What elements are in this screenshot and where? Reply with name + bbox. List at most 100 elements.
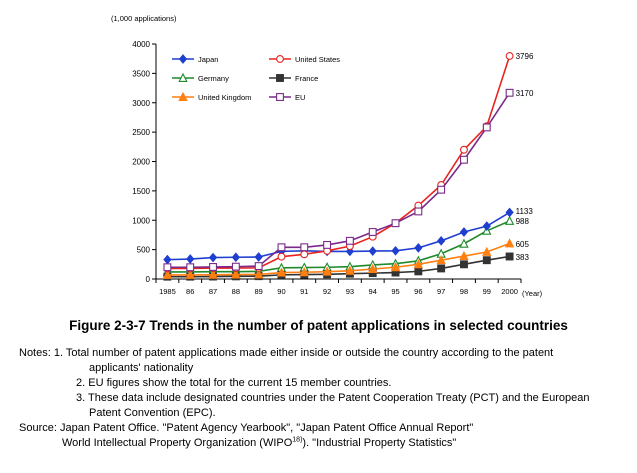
x-tick-label: 92 <box>323 287 331 296</box>
data-point-japan <box>163 254 172 265</box>
data-point-united-kingdom <box>504 238 515 248</box>
data-point-united-kingdom <box>413 259 424 269</box>
source-wipo: World Intellectual Property Organization… <box>62 437 293 449</box>
data-point-germany <box>504 215 515 225</box>
data-point-eu <box>231 262 240 271</box>
y-tick-label: 0 <box>146 275 151 284</box>
data-point-france <box>437 264 446 273</box>
source-line-1: Source: Japan Patent Office. "Patent Age… <box>19 422 474 434</box>
data-point-eu <box>391 219 400 228</box>
data-point-united-kingdom <box>276 267 287 277</box>
x-tick-label: 88 <box>232 287 240 296</box>
data-point-eu <box>414 207 423 216</box>
series-line-eu <box>167 92 511 269</box>
data-point-japan <box>208 252 218 263</box>
data-point-france <box>482 256 491 265</box>
data-point-united-kingdom <box>253 269 264 279</box>
legend-label-united-states: United States <box>295 55 340 64</box>
y-tick-label: 1000 <box>132 216 150 225</box>
data-point-united-kingdom <box>345 265 355 275</box>
note-3: 3. These data include designated countri… <box>76 392 590 404</box>
legend-swatch-marker <box>178 91 188 101</box>
figure-caption: Figure 2-3-7 Trends in the number of pat… <box>69 318 568 333</box>
series-united-kingdom <box>162 238 515 279</box>
data-point-france <box>505 252 514 261</box>
x-tick-label: 93 <box>346 287 354 296</box>
series-japan <box>163 207 514 265</box>
data-point-japan <box>414 243 423 253</box>
data-point-eu <box>505 88 514 97</box>
x-tick-label: 87 <box>209 287 217 296</box>
legend-swatch-marker <box>276 55 284 63</box>
x-tick-label: 2000 <box>501 287 518 296</box>
series-line-germany <box>167 220 510 273</box>
legend-swatch-marker <box>276 74 284 82</box>
y-tick-label: 4000 <box>132 40 150 49</box>
y-tick-label: 1500 <box>132 187 150 196</box>
x-tick-label: 97 <box>437 287 445 296</box>
legend-swatch-marker <box>276 93 284 101</box>
legend-label-eu: EU <box>295 93 305 102</box>
data-point-france <box>414 267 423 276</box>
patent-applications-line-chart: (1,000 applications) (Year) 0 500 1000 1500… <box>111 14 543 298</box>
data-point-japan <box>505 207 514 218</box>
legend-label-japan: Japan <box>198 55 218 64</box>
data-point-united-states <box>460 145 468 154</box>
note-1: Notes: 1. Total number of patent applica… <box>19 347 554 359</box>
note-3-continued: Patent Convention (EPC). <box>89 407 216 419</box>
series-eu <box>163 88 514 272</box>
note-2: 2. EU figures show the total for the cur… <box>76 377 392 389</box>
legend-item-eu: EU <box>269 93 305 102</box>
data-point-united-kingdom <box>390 262 401 272</box>
y-tick-label: 500 <box>137 246 151 255</box>
data-point-united-kingdom <box>322 266 332 276</box>
data-point-united-kingdom <box>185 269 195 279</box>
data-point-eu <box>163 263 172 272</box>
x-tick-label: 90 <box>277 287 285 296</box>
series-line-united-states <box>167 55 511 270</box>
data-point-eu <box>482 123 491 132</box>
data-point-united-kingdom <box>208 269 218 279</box>
y-axis-label: (1,000 applications) <box>111 14 177 23</box>
data-point-eu <box>277 243 286 252</box>
y-tick-label: 3500 <box>132 69 150 78</box>
legend-label-germany: Germany <box>198 74 229 83</box>
data-point-united-kingdom <box>231 269 241 279</box>
data-point-united-states <box>277 252 286 261</box>
data-point-japan <box>437 235 446 246</box>
figure-notes: Notes: 1. Total number of patent applica… <box>19 346 589 451</box>
data-point-united-kingdom <box>299 267 309 277</box>
x-tick-label: 91 <box>300 287 308 296</box>
data-point-united-states <box>505 52 514 60</box>
data-point-eu <box>460 155 468 164</box>
legend-item-france: France <box>269 74 318 83</box>
x-tick-label: 94 <box>369 287 377 296</box>
chart-legend: Japan United States Germany France United Ki… <box>172 54 340 102</box>
data-point-eu <box>209 263 217 271</box>
data-point-eu <box>323 240 332 249</box>
end-label-germany: 988 <box>516 217 530 226</box>
legend-swatch-marker <box>178 54 188 64</box>
legend-item-united-kingdom: United Kingdom <box>172 91 251 102</box>
series-layer: 1133 3796 988 383 605 3170 <box>162 52 534 281</box>
end-label-france: 383 <box>516 253 530 262</box>
y-tick-label: 2000 <box>132 158 150 167</box>
data-point-united-states <box>300 250 309 259</box>
data-point-eu <box>368 228 377 236</box>
note-1-continued: applicants' nationality <box>89 362 194 374</box>
data-point-japan <box>254 252 263 262</box>
data-point-united-kingdom <box>459 250 469 261</box>
x-tick-label: 96 <box>414 287 422 296</box>
source-line-2: World Intellectual Property Organization… <box>19 436 589 451</box>
x-tick-label: 95 <box>391 287 399 296</box>
x-tick-label: 89 <box>254 287 262 296</box>
data-point-united-kingdom <box>368 263 378 273</box>
series-line-japan <box>167 211 511 261</box>
data-point-japan <box>459 227 469 237</box>
end-label-united-kingdom: 605 <box>516 240 530 249</box>
legend-item-united-states: United States <box>269 55 340 64</box>
data-point-eu <box>300 243 309 252</box>
legend-swatch-marker <box>178 72 188 82</box>
data-point-japan <box>482 221 491 231</box>
x-tick-label: 98 <box>460 287 468 296</box>
